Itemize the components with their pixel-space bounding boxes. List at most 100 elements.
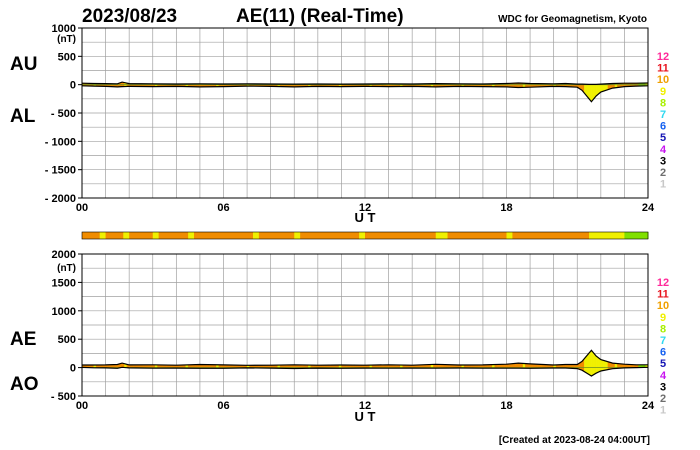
station-count-label: 5 bbox=[660, 358, 666, 370]
plot-frame bbox=[81, 253, 649, 397]
station-strip-cell bbox=[87, 232, 95, 239]
station-strip-cell bbox=[482, 232, 490, 239]
station-strip-cell bbox=[465, 232, 472, 239]
station-strip-cell bbox=[152, 232, 160, 239]
series-line-ae bbox=[82, 349, 648, 366]
x-tick-label: 12 bbox=[359, 400, 371, 412]
station-strip-cell bbox=[211, 232, 219, 239]
station-strip-cell bbox=[382, 232, 390, 239]
station-count-label: 5 bbox=[660, 132, 666, 144]
station-strip-cell bbox=[123, 232, 130, 239]
station-strip-cell bbox=[182, 232, 189, 239]
lower-xlabel: U T bbox=[355, 409, 376, 424]
station-strip-cell bbox=[494, 232, 502, 239]
y-tick-label: 2000 bbox=[52, 249, 76, 261]
station-count-label: 7 bbox=[660, 109, 666, 121]
station-strip-cell bbox=[500, 232, 507, 239]
y-tick-label: 0 bbox=[70, 363, 76, 375]
station-strip-cell bbox=[365, 232, 372, 239]
station-strip-cell bbox=[412, 232, 419, 239]
ao-label: AO bbox=[10, 374, 39, 395]
station-strip-cell bbox=[205, 232, 213, 239]
area-fill-segment bbox=[600, 359, 604, 372]
created-label: [Created at 2023-08-24 04:00UT] bbox=[499, 435, 650, 446]
station-strip-cell bbox=[553, 232, 561, 239]
station-strip-cell bbox=[376, 232, 384, 239]
station-strip-cell bbox=[429, 232, 437, 239]
station-strip-cell bbox=[518, 232, 525, 239]
station-count-label: 1 bbox=[660, 405, 666, 417]
station-strip-cell bbox=[82, 232, 89, 239]
y-tick-label: - 1500 bbox=[45, 165, 76, 177]
y-tick-label: 0 bbox=[70, 80, 76, 92]
station-strip-cell bbox=[471, 232, 478, 239]
x-tick-label: 06 bbox=[217, 400, 229, 412]
station-count-label: 3 bbox=[660, 381, 666, 393]
station-strip-cell bbox=[194, 232, 201, 239]
x-tick-label: 12 bbox=[359, 202, 371, 214]
station-count-label: 9 bbox=[660, 312, 666, 324]
station-strip-cell bbox=[258, 232, 266, 239]
station-strip-cell bbox=[535, 232, 543, 239]
station-strip-cell bbox=[117, 232, 124, 239]
station-strip-cell bbox=[188, 232, 195, 239]
area-fill-segment bbox=[595, 355, 599, 374]
au-label: AU bbox=[10, 54, 37, 75]
upper-xlabel: U T bbox=[355, 210, 376, 225]
station-strip-cell bbox=[630, 232, 637, 239]
area-fill-segment bbox=[605, 360, 609, 371]
station-strip-frame bbox=[81, 231, 649, 240]
station-strip-cell bbox=[264, 232, 272, 239]
station-strip-cell bbox=[105, 232, 112, 239]
y-tick-label: - 500 bbox=[51, 108, 76, 120]
station-strip-cell bbox=[600, 232, 608, 239]
station-count-label: 10 bbox=[657, 300, 669, 312]
station-strip-cell bbox=[359, 232, 366, 239]
station-strip-cell bbox=[140, 232, 148, 239]
station-strip-cell bbox=[524, 232, 531, 239]
station-strip-cell bbox=[323, 232, 331, 239]
station-strip-cell bbox=[146, 232, 154, 239]
station-strip-cell bbox=[435, 232, 443, 239]
x-tick-label: 18 bbox=[500, 202, 512, 214]
station-strip-cell bbox=[111, 232, 118, 239]
station-count-label: 4 bbox=[660, 370, 667, 382]
station-strip-cell bbox=[341, 232, 348, 239]
station-strip-cell bbox=[223, 232, 230, 239]
station-strip-cell bbox=[541, 232, 549, 239]
station-strip-cell bbox=[512, 232, 519, 239]
station-strip-cell bbox=[99, 232, 107, 239]
station-strip-cell bbox=[642, 232, 649, 239]
station-strip-cell bbox=[247, 232, 254, 239]
area-fill-segment bbox=[602, 360, 606, 371]
x-tick-label: 18 bbox=[500, 400, 512, 412]
station-strip-cell bbox=[453, 232, 460, 239]
station-strip-cell bbox=[583, 232, 590, 239]
station-count-label: 11 bbox=[657, 63, 669, 75]
y-tick-label: - 500 bbox=[51, 391, 76, 403]
station-strip-cell bbox=[559, 232, 566, 239]
station-strip-cell bbox=[400, 232, 407, 239]
station-count-label: 1 bbox=[660, 179, 666, 191]
station-strip-cell bbox=[300, 232, 307, 239]
source-label: WDC for Geomagnetism, Kyoto bbox=[498, 14, 647, 25]
area-fill-segment bbox=[588, 349, 592, 377]
station-strip-cell bbox=[423, 232, 431, 239]
station-strip-cell bbox=[506, 232, 513, 239]
station-count-label: 9 bbox=[660, 86, 666, 98]
station-count-label: 10 bbox=[657, 74, 669, 86]
station-strip-cell bbox=[624, 232, 631, 239]
station-strip-cell bbox=[241, 232, 248, 239]
station-strip-cell bbox=[282, 232, 289, 239]
station-strip-cell bbox=[229, 232, 236, 239]
station-strip-cell bbox=[199, 232, 207, 239]
station-strip-cell bbox=[135, 232, 142, 239]
station-strip-cell bbox=[418, 232, 425, 239]
y-tick-label: - 1000 bbox=[45, 136, 76, 148]
station-coverage-strip bbox=[81, 231, 649, 240]
x-tick-label: 06 bbox=[217, 202, 229, 214]
station-strip-cell bbox=[577, 232, 584, 239]
station-strip-cell bbox=[459, 232, 466, 239]
